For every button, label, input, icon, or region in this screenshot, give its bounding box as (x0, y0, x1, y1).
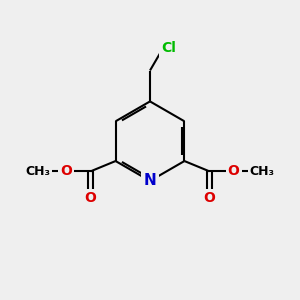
Text: Cl: Cl (161, 41, 176, 55)
Text: O: O (228, 164, 239, 178)
Text: N: N (144, 173, 156, 188)
Text: O: O (61, 164, 72, 178)
Text: O: O (203, 191, 215, 205)
Text: O: O (85, 191, 97, 205)
Text: CH₃: CH₃ (250, 165, 275, 178)
Text: CH₃: CH₃ (25, 165, 50, 178)
